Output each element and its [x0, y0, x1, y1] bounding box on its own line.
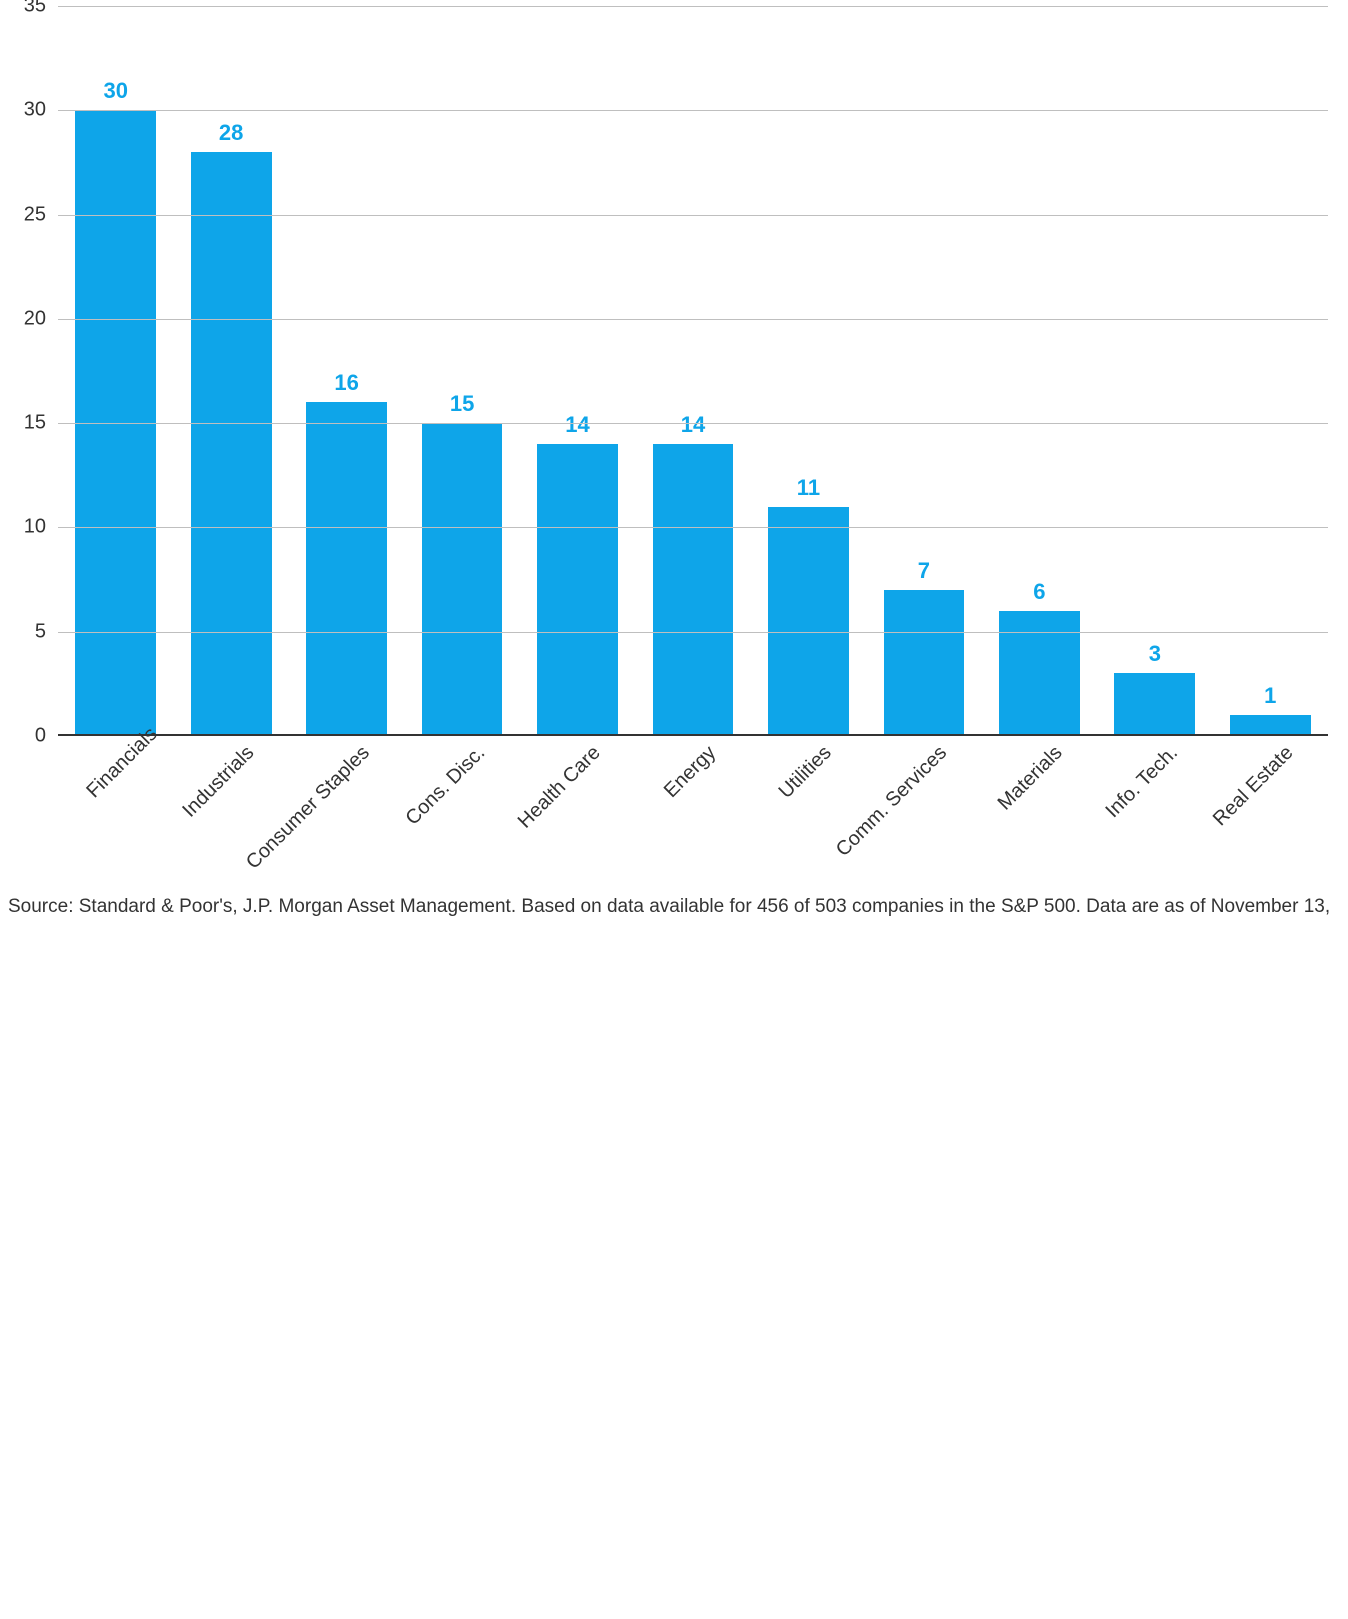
source-note: Source: Standard & Poor's, J.P. Morgan A… [8, 896, 1348, 918]
x-axis-line [58, 734, 1328, 736]
y-tick-label: 10 [24, 516, 58, 539]
y-tick-label: 25 [24, 203, 58, 226]
bar-value-label: 15 [450, 391, 474, 423]
y-tick-label: 5 [35, 620, 58, 643]
y-tick-label: 35 [24, 0, 58, 18]
bar: 28 [191, 152, 272, 736]
y-tick-label: 20 [24, 307, 58, 330]
bar: 6 [999, 611, 1080, 736]
gridline [58, 423, 1328, 424]
bar-value-label: 6 [1033, 579, 1045, 611]
bar: 15 [422, 423, 503, 736]
x-tick-label: Real Estate [415, 736, 1298, 1619]
gridline [58, 319, 1328, 320]
bar: 11 [768, 507, 849, 736]
source-note-text: Source: Standard & Poor's, J.P. Morgan A… [8, 896, 1330, 917]
chart-container: 302816151414117631 05101520253035Financi… [0, 0, 1348, 928]
gridline [58, 6, 1328, 7]
bar: 1 [1230, 715, 1311, 736]
x-tick-label: Consumer Staples [144, 736, 374, 966]
x-tick-label: Financials [77, 736, 144, 803]
bar-value-label: 3 [1149, 641, 1161, 673]
bar-value-label: 14 [565, 412, 589, 444]
y-tick-label: 30 [24, 99, 58, 122]
bar-value-label: 16 [334, 370, 358, 402]
bar-value-label: 14 [681, 412, 705, 444]
gridline [58, 527, 1328, 528]
bar-value-label: 7 [918, 558, 930, 590]
bar-value-label: 11 [797, 475, 820, 507]
bar: 7 [884, 590, 965, 736]
bar-value-label: 30 [103, 78, 127, 110]
bars-layer: 302816151414117631 [58, 6, 1328, 736]
x-tick-label: Utilities [280, 736, 837, 1293]
bar: 16 [306, 402, 387, 736]
y-tick-label: 15 [24, 412, 58, 435]
bar: 14 [537, 444, 618, 736]
bar-value-label: 28 [219, 120, 243, 152]
gridline [58, 215, 1328, 216]
gridline [58, 632, 1328, 633]
bar-value-label: 1 [1264, 683, 1276, 715]
plot-area: 302816151414117631 05101520253035Financi… [58, 6, 1328, 736]
bar: 14 [653, 444, 734, 736]
bar: 3 [1114, 673, 1195, 736]
gridline [58, 110, 1328, 111]
y-tick-label: 0 [35, 725, 58, 748]
